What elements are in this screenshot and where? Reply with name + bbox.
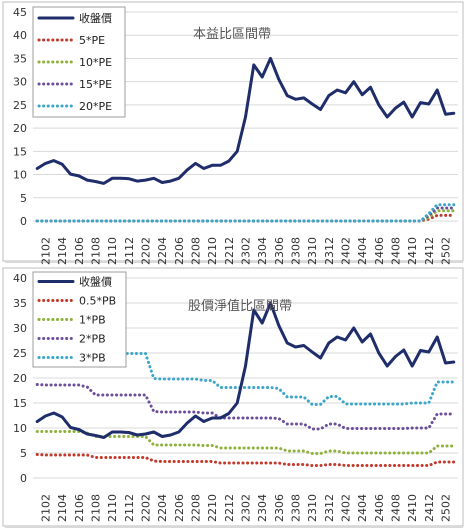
x-tick-label: 2304 [256, 494, 269, 522]
y-tick-label: 15 [13, 145, 27, 158]
y-tick-label: 35 [13, 52, 27, 65]
y-tick-label: 10 [13, 422, 27, 435]
x-tick-label: 2502 [440, 237, 453, 265]
y-tick-label: 40 [13, 29, 27, 42]
x-tick-label: 2312 [323, 237, 336, 265]
legend-label: 5*PE [79, 34, 105, 47]
x-tick-label: 2406 [373, 237, 386, 265]
x-tick-label: 2210 [206, 237, 219, 265]
legend-label: 0.5*PB [79, 295, 116, 308]
x-tick-label: 2104 [56, 237, 69, 265]
x-tick-label: 2106 [73, 494, 86, 522]
x-tick-label: 2102 [40, 494, 53, 522]
x-tick-label: 2304 [256, 237, 269, 265]
legend-label: 收盤價 [79, 275, 112, 289]
legend-label: 3*PB [79, 352, 106, 365]
chart-title: 本益比區間帶 [193, 27, 271, 42]
x-tick-label: 2108 [90, 494, 103, 522]
x-tick-label: 2202 [140, 237, 153, 265]
x-tick-label: 2212 [223, 237, 236, 265]
legend-label: 15*PE [79, 78, 112, 91]
y-tick-label: 10 [13, 169, 27, 182]
y-tick-label: 25 [13, 99, 27, 112]
x-tick-label: 2404 [356, 237, 369, 265]
x-tick-label: 2206 [173, 237, 186, 265]
x-tick-label: 2106 [73, 237, 86, 265]
y-tick-label: 5 [20, 192, 27, 205]
y-tick-label: 5 [20, 447, 27, 460]
x-tick-label: 2104 [56, 494, 69, 522]
x-tick-label: 2212 [223, 494, 236, 522]
y-tick-label: 45 [13, 6, 27, 19]
x-tick-label: 2306 [273, 237, 286, 265]
x-tick-label: 2110 [106, 494, 119, 522]
x-tick-label: 2410 [406, 494, 419, 522]
x-tick-label: 2302 [240, 494, 253, 522]
x-tick-label: 2310 [306, 237, 319, 265]
x-tick-label: 2108 [90, 237, 103, 265]
x-tick-label: 2202 [140, 494, 153, 522]
chart-title: 股價淨值比區間帶 [188, 298, 292, 314]
y-tick-label: 30 [13, 76, 27, 89]
legend-label: 收盤價 [79, 11, 112, 25]
series-line-3 [35, 383, 456, 431]
x-tick-label: 2312 [323, 494, 336, 522]
y-tick-label: 40 [13, 272, 27, 285]
x-tick-label: 2204 [156, 237, 169, 265]
legend-label: 1*PB [79, 314, 106, 327]
y-tick-label: 30 [13, 322, 27, 335]
chart-svg: 0 5 10 15 20 25 30 35 40 45 2102 2104 2106 2108 2110 21… [2, 1, 464, 265]
legend-label: 2*PB [79, 333, 106, 346]
x-tick-label: 2310 [306, 494, 319, 522]
y-tick-label: 20 [13, 372, 27, 385]
x-tick-label: 2112 [123, 237, 136, 265]
x-tick-label: 2112 [123, 494, 136, 522]
x-tick-label: 2102 [40, 237, 53, 265]
x-tick-label: 2408 [390, 237, 403, 265]
series-line-4 [35, 203, 456, 223]
x-tick-label: 2502 [440, 494, 453, 522]
y-tick-label: 15 [13, 397, 27, 410]
x-tick-label: 2110 [106, 237, 119, 265]
x-tick-label: 2204 [156, 494, 169, 522]
x-tick-label: 2412 [423, 237, 436, 265]
x-tick-label: 2302 [240, 237, 253, 265]
y-tick-label: 0 [20, 472, 27, 485]
y-tick-label: 35 [13, 297, 27, 310]
pb-band-chart: 0 5 10 15 20 25 30 35 40 2102 2104 2106 2108 2110 2112… [0, 266, 466, 530]
x-tick-label: 2208 [190, 494, 203, 522]
series-line-4 [35, 336, 456, 406]
series-line-0 [35, 56, 456, 185]
x-tick-label: 2404 [356, 494, 369, 522]
x-tick-label: 2206 [173, 494, 186, 522]
series-line-1 [35, 453, 456, 467]
pe-band-chart: 0 5 10 15 20 25 30 35 40 45 2102 2104 2106 2108 2110 21… [2, 1, 464, 265]
y-tick-label: 25 [13, 347, 27, 360]
x-tick-label: 2306 [273, 494, 286, 522]
y-tick-label: 0 [20, 215, 27, 228]
series-line-0 [35, 301, 456, 439]
x-tick-label: 2412 [423, 494, 436, 522]
legend-label: 20*PE [79, 100, 112, 113]
x-tick-label: 2308 [290, 237, 303, 265]
x-tick-label: 2402 [340, 494, 353, 522]
x-tick-label: 2408 [390, 494, 403, 522]
x-tick-label: 2308 [290, 494, 303, 522]
x-tick-label: 2410 [406, 237, 419, 265]
chart-svg: 0 5 10 15 20 25 30 35 40 2102 2104 2106 2108 2110 2112… [2, 267, 464, 528]
x-tick-label: 2208 [190, 237, 203, 265]
x-tick-label: 2210 [206, 494, 219, 522]
x-tick-label: 2402 [340, 237, 353, 265]
y-tick-label: 20 [13, 122, 27, 135]
x-tick-label: 2406 [373, 494, 386, 522]
legend-label: 10*PE [79, 56, 112, 69]
